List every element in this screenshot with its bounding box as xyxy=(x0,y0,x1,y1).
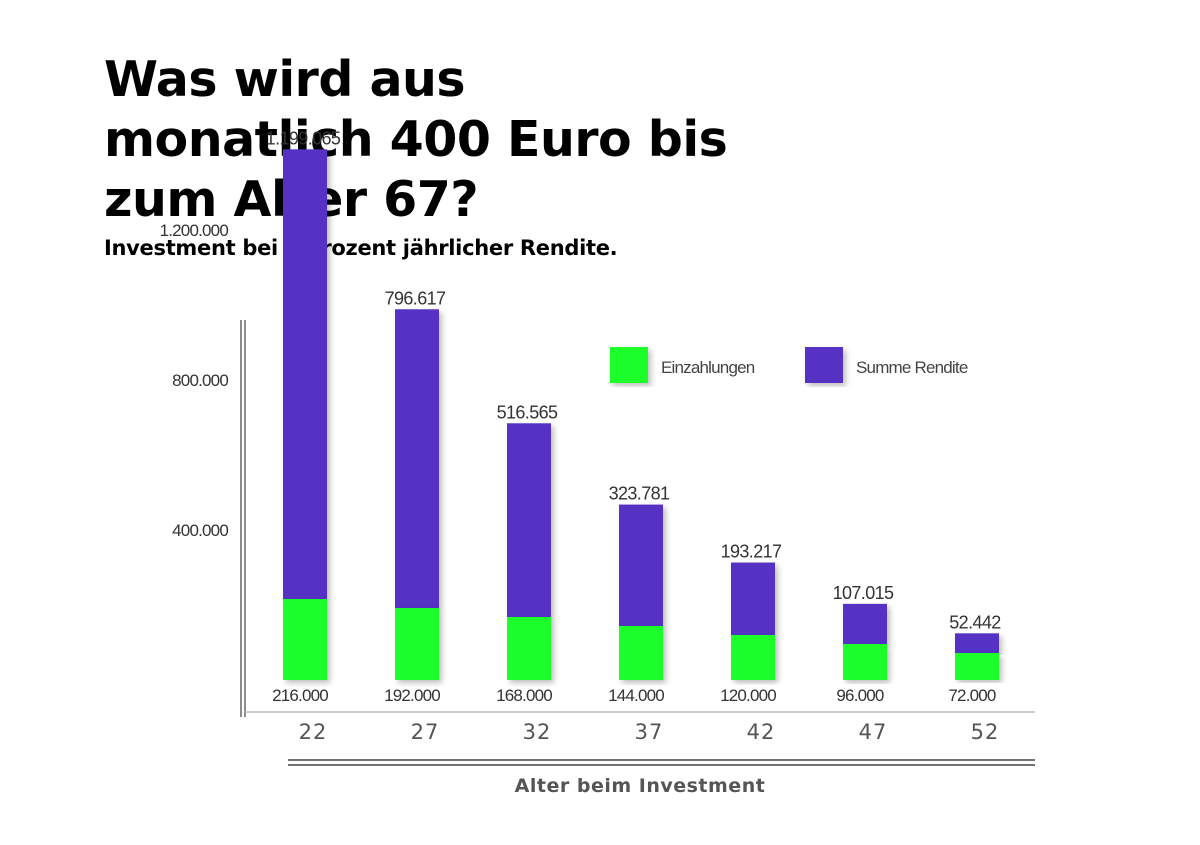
legend-swatch xyxy=(805,347,843,383)
bar-summe-rendite xyxy=(843,603,887,644)
x-axis-title: Alter beim Investment xyxy=(515,775,766,797)
x-tick-label: 32 xyxy=(523,720,552,744)
axes: 400.000 800.000 1.200.000 Alter beim Invest… xyxy=(160,221,1035,797)
x-tick-label: 47 xyxy=(859,720,888,744)
bar-einzahlungen xyxy=(955,653,999,680)
data-label-einzahlungen: 168.000 xyxy=(496,686,552,705)
bars xyxy=(283,149,999,680)
title-line-1: Was wird aus xyxy=(104,51,466,108)
legend: Einzahlungen Summe Rendite xyxy=(610,347,969,383)
bar-einzahlungen xyxy=(619,626,663,680)
data-label-summe-rendite: 107.015 xyxy=(833,583,894,603)
y-tick-label: 1.200.000 xyxy=(160,221,229,240)
bar-summe-rendite xyxy=(955,633,999,653)
x-tick-label: 22 xyxy=(299,720,328,744)
data-label-summe-rendite: 516.565 xyxy=(497,402,558,422)
data-label-einzahlungen: 144.000 xyxy=(608,686,664,705)
bar-summe-rendite xyxy=(731,562,775,635)
x-tick-label: 52 xyxy=(971,720,1000,744)
bar-einzahlungen xyxy=(731,635,775,680)
bar-einzahlungen xyxy=(283,599,327,680)
x-tick-label: 42 xyxy=(747,720,776,744)
bar-summe-rendite xyxy=(507,423,551,617)
data-label-summe-rendite: 323.781 xyxy=(609,484,670,504)
bar-summe-rendite xyxy=(619,504,663,626)
data-label-einzahlungen: 72.000 xyxy=(948,686,996,705)
data-label-einzahlungen: 96.000 xyxy=(836,686,884,705)
legend-swatch xyxy=(610,347,648,383)
x-tick-label: 37 xyxy=(635,720,664,744)
bar-einzahlungen xyxy=(395,608,439,680)
bar-summe-rendite xyxy=(283,149,327,599)
x-tick-label: 27 xyxy=(411,720,440,744)
bar-summe-rendite xyxy=(395,309,439,608)
data-label-einzahlungen: 120.000 xyxy=(720,686,776,705)
bar-einzahlungen xyxy=(843,644,887,680)
y-tick-label: 400.000 xyxy=(172,521,228,540)
chart-title: Was wird aus monatlich 400 Euro bis zum … xyxy=(104,50,728,230)
data-label-einzahlungen: 192.000 xyxy=(384,686,440,705)
bar-einzahlungen xyxy=(507,617,551,680)
data-label-summe-rendite: 52.442 xyxy=(949,612,1001,632)
data-label-summe-rendite: 796.617 xyxy=(385,288,446,308)
y-tick-label: 800.000 xyxy=(172,371,228,390)
data-label-summe-rendite: 193.217 xyxy=(721,542,782,562)
legend-label: Summe Rendite xyxy=(856,358,968,377)
data-label-einzahlungen: 216.000 xyxy=(272,686,328,705)
title-line-2: monatlich 400 Euro bis xyxy=(104,111,728,168)
legend-label: Einzahlungen xyxy=(661,358,755,377)
chart-subtitle: Investment bei 7 Prozent jährlicher Rend… xyxy=(104,236,618,260)
data-labels: 1.199.065 216.000 22 796.617 192.000 27 516.56… xyxy=(266,128,1002,744)
data-label-summe-rendite: 1.199.065 xyxy=(266,128,341,148)
